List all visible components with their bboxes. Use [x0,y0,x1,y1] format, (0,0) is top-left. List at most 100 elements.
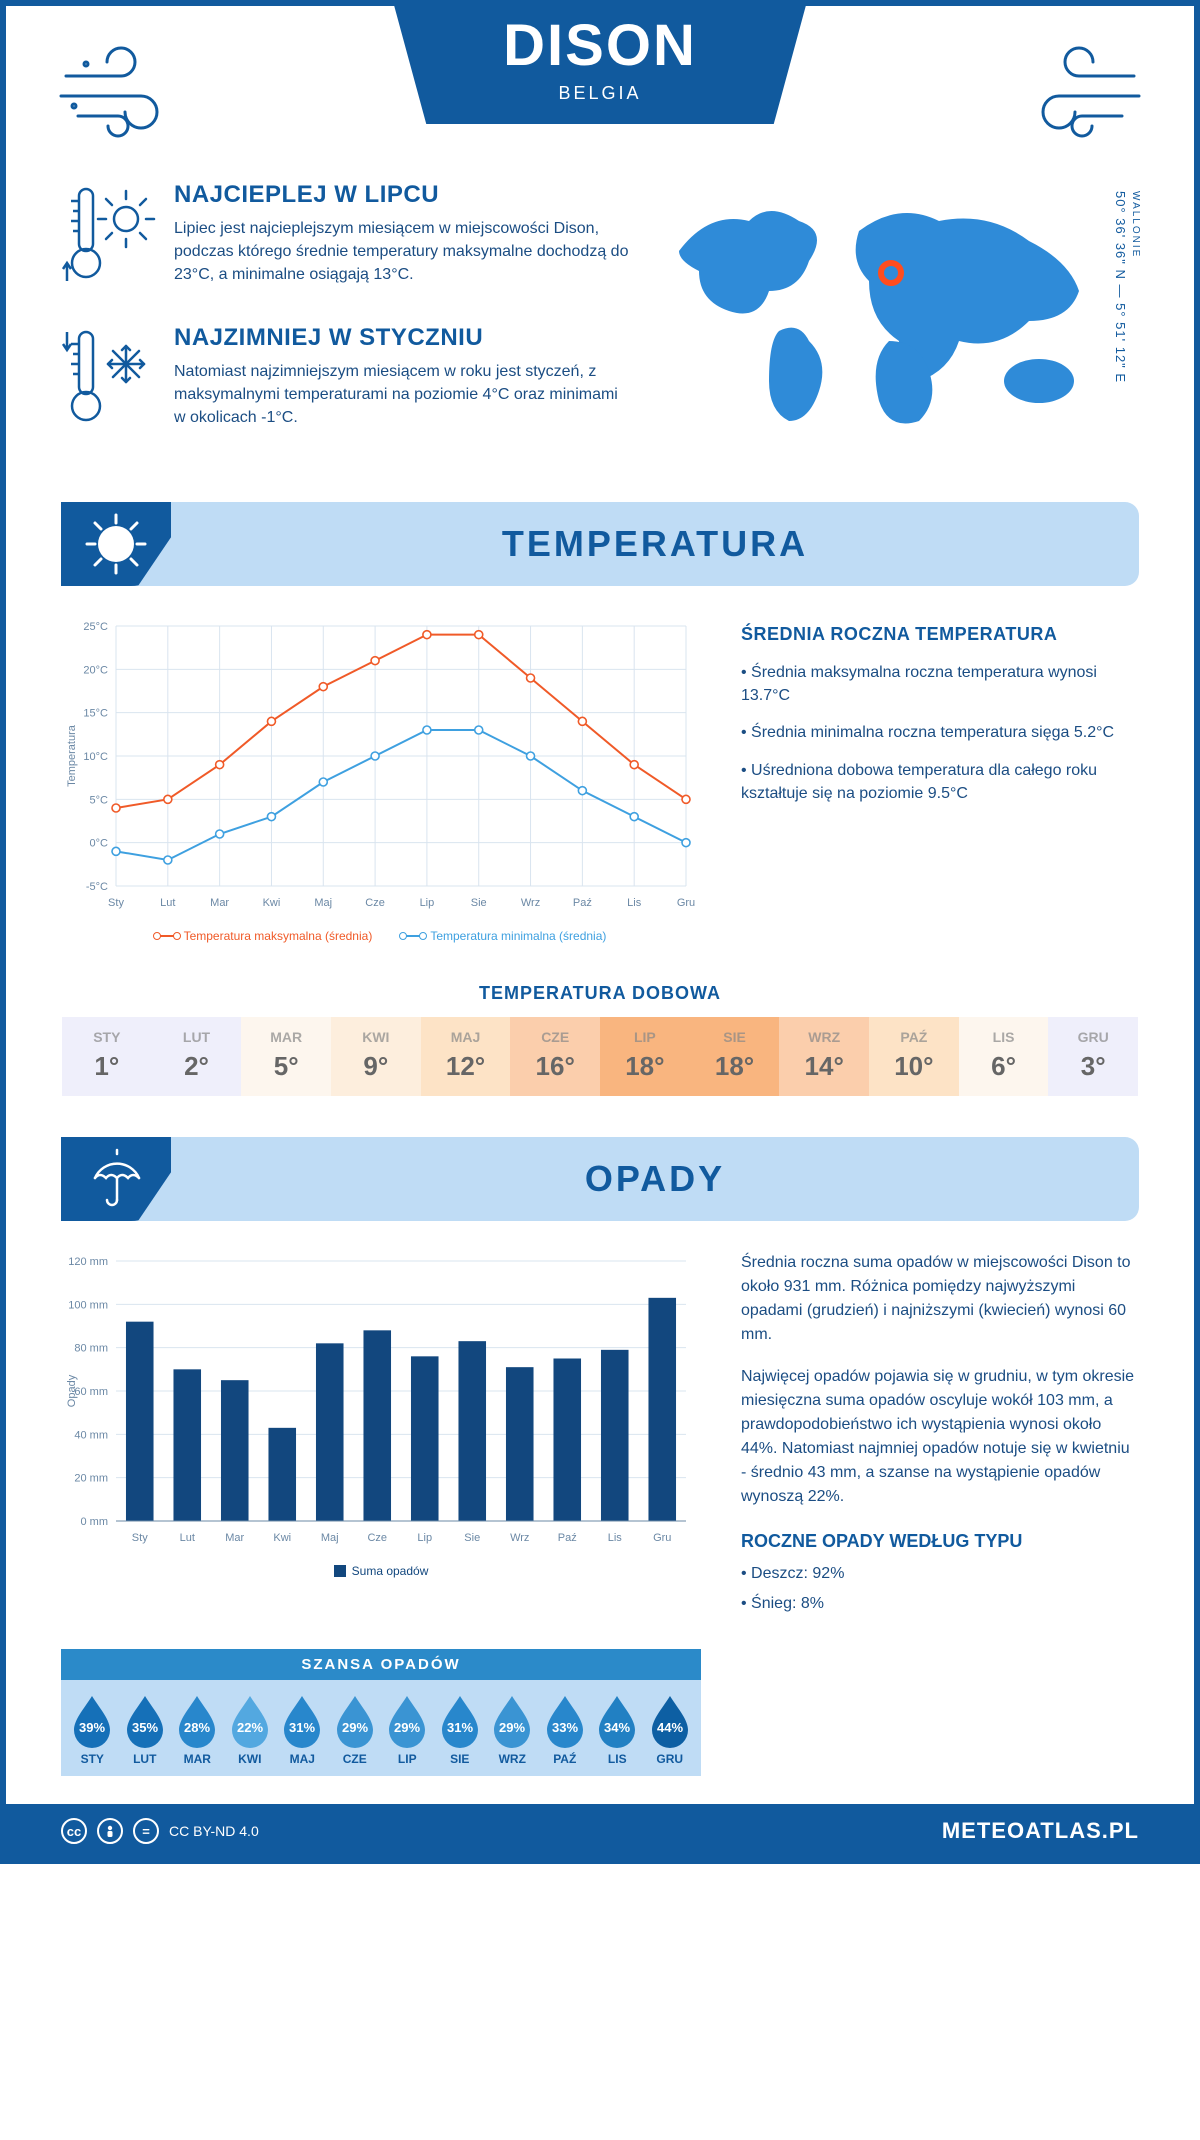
svg-text:Wrz: Wrz [510,1532,529,1544]
svg-text:0 mm: 0 mm [81,1516,109,1528]
svg-text:34%: 34% [604,1720,630,1735]
svg-text:Maj: Maj [321,1532,339,1544]
chance-drop: 31% MAJ [277,1694,328,1766]
svg-text:60 mm: 60 mm [74,1386,108,1398]
temperature-chart: -5°C0°C5°C10°C15°C20°C25°CStyLutMarKwiMa… [61,616,701,943]
svg-text:Sty: Sty [108,897,124,909]
svg-text:28%: 28% [184,1720,210,1735]
coords-text: 50° 36' 36" N — 5° 51' 12" E [1113,191,1128,383]
legend-tmax: Temperatura maksymalna (średnia) [184,929,373,943]
header: DISON BELGIA [6,6,1194,156]
avg-temp-b1: • Średnia maksymalna roczna temperatura … [741,661,1139,707]
license: cc = CC BY-ND 4.0 [61,1818,259,1844]
rain-chance: SZANSA OPADÓW 39% STY 35% LUT 28% MAR 22… [6,1649,1194,1776]
daily-cell: KWI 9° [331,1017,421,1096]
svg-text:100 mm: 100 mm [68,1299,108,1311]
svg-text:Temperatura: Temperatura [66,724,78,787]
daily-cell: LUT 2° [152,1017,242,1096]
svg-text:Paź: Paź [558,1532,577,1544]
chance-drop: 28% MAR [172,1694,223,1766]
svg-text:Lip: Lip [420,897,435,909]
chance-drop: 33% PAŹ [540,1694,591,1766]
legend-precip: Suma opadów [352,1564,429,1578]
chance-drop: 29% LIP [382,1694,433,1766]
avg-temp-b3: • Uśredniona dobowa temperatura dla całe… [741,759,1139,805]
chance-drop: 44% GRU [645,1694,696,1766]
temperature-title: TEMPERATURA [171,523,1139,565]
daily-cell: PAŹ 10° [869,1017,959,1096]
svg-text:25°C: 25°C [83,621,108,633]
chance-drop: 29% WRZ [487,1694,538,1766]
precip-rain: • Deszcz: 92% [741,1562,1139,1586]
svg-text:35%: 35% [132,1720,158,1735]
fact-hot-title: NAJCIEPLEJ W LIPCU [174,181,629,209]
wind-icon [56,36,196,146]
svg-text:Cze: Cze [367,1532,387,1544]
svg-text:33%: 33% [552,1720,578,1735]
svg-text:10°C: 10°C [83,751,108,763]
svg-text:Mar: Mar [210,897,229,909]
fact-hot-text: Lipiec jest najcieplejszym miesiącem w m… [174,217,629,287]
svg-text:Opady: Opady [66,1374,78,1407]
chance-drop: 35% LUT [120,1694,171,1766]
svg-text:31%: 31% [289,1720,315,1735]
daily-cell: CZE 16° [510,1017,600,1096]
fact-cold-title: NAJZIMNIEJ W STYCZNIU [174,324,629,352]
fact-coldest: NAJZIMNIEJ W STYCZNIU Natomiast najzimni… [61,324,629,439]
svg-text:29%: 29% [342,1720,368,1735]
avg-temp-b2: • Średnia minimalna roczna temperatura s… [741,721,1139,744]
footer: cc = CC BY-ND 4.0 METEOATLAS.PL [6,1804,1194,1858]
chance-title: SZANSA OPADÓW [61,1649,701,1680]
daily-cell: MAJ 12° [421,1017,511,1096]
svg-text:80 mm: 80 mm [74,1343,108,1355]
svg-text:15°C: 15°C [83,708,108,720]
daily-temp-title: TEMPERATURA DOBOWA [6,983,1194,1004]
svg-text:5°C: 5°C [90,794,109,806]
brand: METEOATLAS.PL [942,1818,1139,1844]
svg-text:Wrz: Wrz [521,897,540,909]
precip-snow: • Śnieg: 8% [741,1592,1139,1616]
svg-text:-5°C: -5°C [86,881,108,893]
svg-text:Lut: Lut [160,897,175,909]
chance-drop: 39% STY [67,1694,118,1766]
svg-text:Sty: Sty [132,1532,148,1544]
title-banner: DISON BELGIA [393,2,807,124]
svg-text:39%: 39% [79,1720,105,1735]
daily-cell: LIS 6° [959,1017,1049,1096]
thermometer-snow-icon [61,324,156,439]
svg-text:Kwi: Kwi [263,897,281,909]
country-name: BELGIA [503,83,697,104]
svg-text:Lis: Lis [627,897,642,909]
svg-text:Lut: Lut [180,1532,195,1544]
precip-chart: 0 mm20 mm40 mm60 mm80 mm100 mm120 mmStyL… [61,1251,701,1634]
svg-text:29%: 29% [394,1720,420,1735]
svg-text:22%: 22% [237,1720,263,1735]
svg-text:Sie: Sie [471,897,487,909]
chance-drop: 29% CZE [330,1694,381,1766]
precip-banner: OPADY [61,1137,1139,1221]
precip-p1: Średnia roczna suma opadów w miejscowośc… [741,1251,1139,1347]
svg-text:20 mm: 20 mm [74,1473,108,1485]
by-icon [97,1818,123,1844]
chance-drop: 22% KWI [225,1694,276,1766]
precip-title: OPADY [171,1158,1139,1200]
daily-cell: GRU 3° [1048,1017,1138,1096]
city-name: DISON [503,12,697,79]
svg-text:20°C: 20°C [83,664,108,676]
svg-text:120 mm: 120 mm [68,1256,108,1268]
avg-temp-title: ŚREDNIA ROCZNA TEMPERATURA [741,624,1139,645]
legend-tmin: Temperatura minimalna (średnia) [430,929,606,943]
thermometer-sun-icon [61,181,156,296]
svg-text:0°C: 0°C [90,838,109,850]
chance-drop: 34% LIS [592,1694,643,1766]
svg-text:Kwi: Kwi [273,1532,291,1544]
daily-cell: MAR 5° [241,1017,331,1096]
svg-text:Lip: Lip [417,1532,432,1544]
svg-text:Mar: Mar [225,1532,244,1544]
temperature-banner: TEMPERATURA [61,502,1139,586]
world-map: WALLONIE 50° 36' 36" N — 5° 51' 12" E [659,181,1139,467]
svg-text:Gru: Gru [677,897,695,909]
fact-cold-text: Natomiast najzimniejszym miesiącem w rok… [174,360,629,430]
svg-text:Paź: Paź [573,897,592,909]
daily-cell: WRZ 14° [779,1017,869,1096]
